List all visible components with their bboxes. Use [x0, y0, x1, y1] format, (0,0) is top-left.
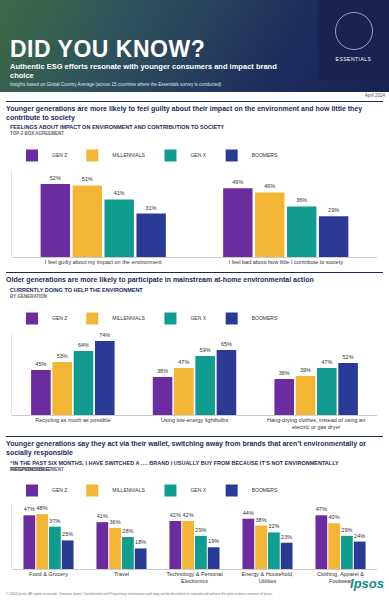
svg-text:49%: 49% — [232, 179, 243, 185]
html-text:Younger generations say they a: Younger generations say they act via the… — [6, 440, 367, 456]
svg-text:GEN Z: GEN Z — [52, 315, 67, 321]
html-text:BY GENERATION: BY GENERATION — [10, 294, 48, 299]
svg-text:19%: 19% — [208, 538, 219, 544]
svg-text:36%: 36% — [296, 197, 307, 203]
svg-text:Technology & PersonalElectroni: Technology & PersonalElectronics — [166, 571, 222, 584]
svg-text:41%: 41% — [97, 513, 108, 519]
svg-text:I feel bad about how little I: I feel bad about how little I contribute… — [229, 259, 344, 265]
svg-text:37%: 37% — [49, 518, 60, 524]
html-text:Authentic ESG efforts resonate: Authentic ESG efforts resonate with youn… — [10, 62, 277, 80]
html-text:FEELINGS ABOUT IMPACT ON ENVIR: FEELINGS ABOUT IMPACT ON ENVIRONMENT AND… — [10, 124, 225, 130]
svg-text:41%: 41% — [114, 190, 125, 196]
svg-text:39%: 39% — [300, 367, 311, 373]
svg-text:I feel guilty about my impact: I feel guilty about my impact on the env… — [45, 259, 162, 265]
html-text:Older generations are more lik: Older generations are more likely to par… — [6, 276, 314, 283]
svg-text:31%: 31% — [146, 205, 157, 211]
svg-text:GEN X: GEN X — [190, 487, 206, 493]
svg-text:47%: 47% — [178, 359, 189, 365]
svg-text:48%: 48% — [37, 505, 48, 511]
svg-text:36%: 36% — [110, 519, 121, 525]
svg-text:24%: 24% — [354, 533, 365, 539]
svg-text:44%: 44% — [243, 510, 254, 516]
svg-text:38%: 38% — [157, 368, 168, 374]
svg-text:47%: 47% — [316, 506, 327, 512]
html-text:Younger generations are more l: Younger generations are more likely to f… — [6, 105, 363, 121]
svg-text:42%: 42% — [170, 512, 181, 518]
svg-text:47%: 47% — [24, 506, 35, 512]
svg-text:MILLENNIALS: MILLENNIALS — [112, 152, 145, 158]
svg-text:25%: 25% — [62, 531, 73, 537]
svg-text:29%: 29% — [195, 527, 206, 533]
svg-text:46%: 46% — [264, 183, 275, 189]
svg-text:45%: 45% — [35, 361, 46, 367]
svg-text:GEN Z: GEN Z — [52, 152, 67, 158]
svg-text:47%: 47% — [321, 359, 332, 365]
html-text:CURRENTLY DOING TO HELP THE EN: CURRENTLY DOING TO HELP THE ENVIRONMENT — [10, 287, 143, 293]
html-text:April 2024: April 2024 — [364, 93, 385, 98]
svg-text:BOOMERS: BOOMERS — [252, 315, 278, 321]
svg-text:40%: 40% — [329, 514, 340, 520]
html-text:TOP-2 BOX AGREEMENT: TOP-2 BOX AGREEMENT — [10, 131, 64, 136]
svg-text:52%: 52% — [343, 354, 354, 360]
svg-text:MILLENNIALS: MILLENNIALS — [112, 315, 145, 321]
svg-text:Travel: Travel — [114, 571, 129, 577]
html-text:Footwear: Footwear — [329, 578, 352, 585]
svg-text:38%: 38% — [256, 517, 267, 523]
html-text:© 2024 Ipsos. All rights reser: © 2024 Ipsos. All rights reserved. Conta… — [6, 592, 273, 596]
html-text:DID YOU KNOW?: DID YOU KNOW? — [10, 36, 206, 62]
svg-text:Using low-energy lightbulbs: Using low-energy lightbulbs — [161, 417, 229, 423]
svg-text:59%: 59% — [200, 347, 211, 353]
svg-text:65%: 65% — [221, 341, 232, 347]
svg-text:28%: 28% — [122, 528, 133, 534]
html-text:Ipsos: Ipsos — [350, 576, 384, 591]
svg-text:18%: 18% — [135, 539, 146, 545]
html-text:Insights based on Global Count: Insights based on Global Country Average… — [10, 82, 222, 87]
svg-text:29%: 29% — [328, 207, 339, 213]
svg-text:Recycling as much as possible: Recycling as much as possible — [35, 417, 110, 423]
svg-text:MILLENNIALS: MILLENNIALS — [112, 487, 145, 493]
html-text:TOP-2 BOX AGREEMENT: TOP-2 BOX AGREEMENT — [10, 467, 64, 472]
svg-text:GEN X: GEN X — [190, 152, 206, 158]
svg-text:64%: 64% — [78, 342, 89, 348]
svg-text:Hang-drying clothes, instead o: Hang-drying clothes, instead of using an… — [267, 417, 365, 430]
svg-text:GEN Z: GEN Z — [52, 487, 67, 493]
svg-text:52%: 52% — [50, 175, 61, 181]
html-text:“IN THE PAST SIX MONTHS, I HAV: “IN THE PAST SIX MONTHS, I HAVE SWITCHED… — [10, 460, 339, 472]
svg-text:51%: 51% — [82, 176, 93, 182]
svg-text:Food & Grocery: Food & Grocery — [29, 571, 68, 577]
svg-text:23%: 23% — [281, 534, 292, 540]
svg-text:GEN X: GEN X — [190, 315, 206, 321]
svg-text:36%: 36% — [279, 370, 290, 376]
svg-text:42%: 42% — [183, 512, 194, 518]
svg-text:BOOMERS: BOOMERS — [252, 487, 278, 493]
svg-text:29%: 29% — [341, 527, 352, 533]
svg-text:BOOMERS: BOOMERS — [252, 152, 278, 158]
svg-text:32%: 32% — [268, 523, 279, 529]
svg-text:53%: 53% — [57, 353, 68, 359]
html-text:Clothing, Apparel &: Clothing, Apparel & — [317, 571, 364, 578]
html-text:ESSENTIALS: ESSENTIALS — [335, 56, 372, 62]
svg-text:Energy & Household,Utilities: Energy & Household,Utilities — [242, 571, 294, 584]
svg-text:74%: 74% — [99, 332, 110, 338]
